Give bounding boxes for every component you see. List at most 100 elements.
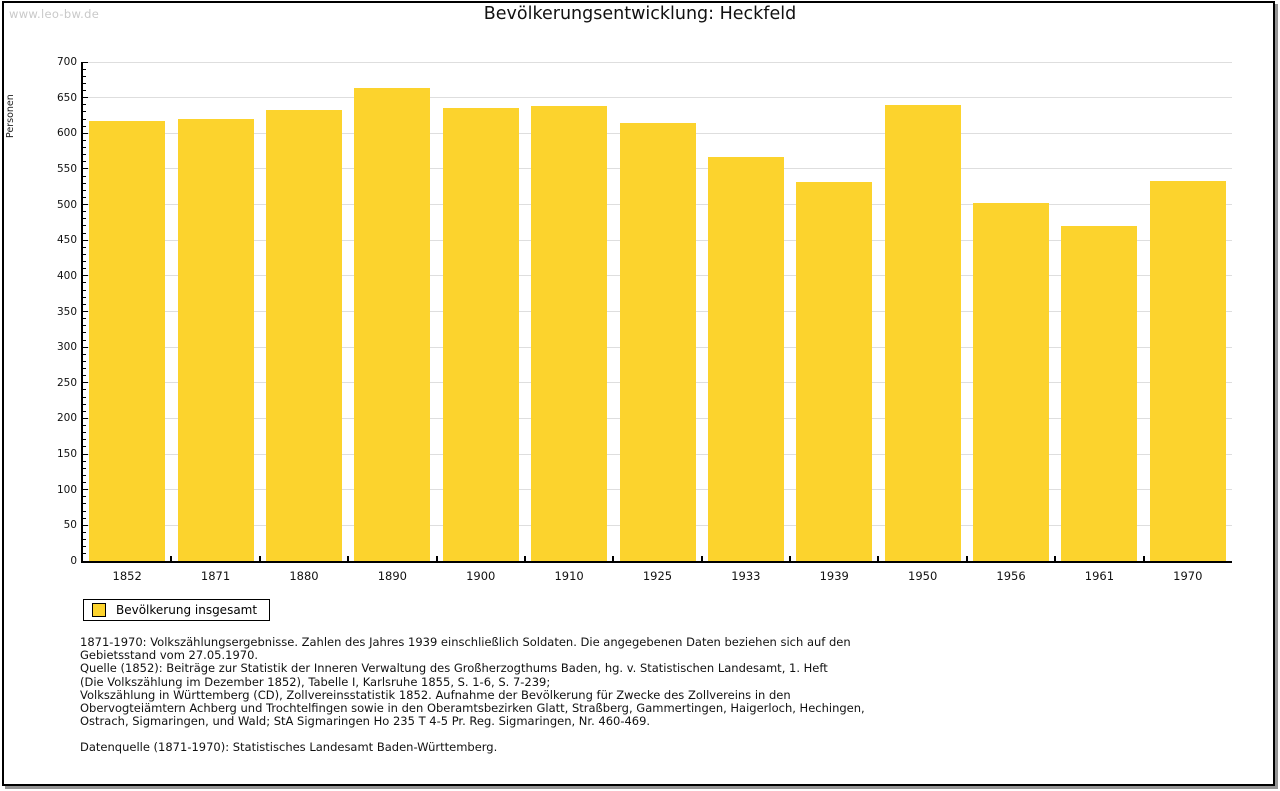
y-minor-tick-230 [83,396,86,398]
y-minor-tick-220 [83,403,86,405]
y-minor-tick-190 [83,425,86,427]
y-major-tick-50 [83,524,88,526]
footnotes: 1871-1970: Volkszählungsergebnisse. Zahl… [80,635,1220,755]
y-minor-tick-360 [83,303,86,305]
y-minor-tick-590 [83,139,86,141]
footnote-line-5: Volkszählung in Württemberg (CD), Zollve… [80,687,791,702]
y-minor-tick-530 [83,182,86,184]
y-major-tick-700 [83,61,88,63]
footnote-line-2: Gebietsstand vom 27.05.1970. [80,648,259,663]
y-minor-tick-30 [83,539,86,541]
bar-1890 [354,87,431,561]
y-tick-label-350: 350 [56,305,77,318]
y-major-tick-150 [83,453,88,455]
y-major-tick-350 [83,311,88,312]
y-tick-label-250: 250 [56,376,77,389]
x-boundary-tick-3 [347,556,350,561]
y-minor-tick-80 [83,503,86,505]
watermark: www.leo-bw.de [9,7,100,21]
footnote-line-3: Quelle (1852): Beiträge zur Statistik de… [80,661,828,676]
y-tick-label-650: 650 [56,91,77,104]
bar-1910 [531,106,608,561]
x-boundary-tick-9 [877,556,880,561]
bar-1871 [177,119,254,561]
y-minor-tick-630 [83,111,86,113]
x-boundary-tick-12 [1142,556,1145,561]
y-minor-tick-170 [83,439,86,441]
x-boundary-tick-5 [523,556,526,561]
bar-1950 [884,105,961,561]
y-minor-tick-40 [83,531,86,533]
x-boundary-tick-8 [789,556,792,561]
y-minor-tick-470 [83,225,86,227]
bar-1961 [1061,225,1138,561]
plot-area: 0 50 100 150 200 250 300 350 400 450 500 550 600 650 7… [57,56,1232,583]
y-minor-tick-490 [83,211,86,213]
y-tick-label-200: 200 [56,412,77,425]
y-minor-tick-580 [83,147,86,149]
y-minor-tick-140 [83,460,86,462]
footnote-line-4: (Die Volkszählung im Dezember 1852), Tab… [80,674,551,689]
y-minor-tick-640 [83,104,86,106]
legend: Bevölkerung insgesamt [83,599,271,621]
y-minor-tick-240 [83,389,86,391]
y-minor-tick-680 [83,75,86,77]
bar-1900 [442,108,519,561]
x-tick-label-1950: 1950 [908,569,938,583]
y-tick-label-400: 400 [56,269,77,282]
y-minor-tick-480 [83,218,86,220]
x-tick-label-1970: 1970 [1173,569,1203,583]
y-tick-label-700: 700 [56,56,77,68]
datasource-line: Datenquelle (1871-1970): Statistisches L… [80,740,498,755]
y-minor-tick-70 [83,510,86,512]
x-tick-label-1880: 1880 [289,569,319,583]
y-minor-tick-410 [83,268,86,270]
y-minor-tick-570 [83,154,86,156]
y-axis-label: Personen [5,94,16,138]
y-tick-label-150: 150 [56,448,77,461]
x-boundary-tick-7 [700,556,703,561]
legend-swatch-icon [92,603,106,617]
y-minor-tick-260 [83,375,86,377]
y-tick-label-550: 550 [56,162,77,175]
x-boundary-tick-10 [965,556,968,561]
bar-1970 [1149,181,1226,561]
y-minor-tick-280 [83,360,86,362]
y-minor-tick-110 [83,482,86,484]
y-minor-tick-120 [83,474,86,476]
y-minor-tick-460 [83,232,86,234]
footnote-line-1: 1871-1970: Volkszählungsergebnisse. Zahl… [80,635,851,649]
y-minor-tick-440 [83,246,86,248]
y-minor-tick-60 [83,517,86,519]
x-boundary-tick-11 [1054,556,1057,561]
x-tick-label-1925: 1925 [642,569,673,583]
y-minor-tick-540 [83,175,86,177]
x-tick-label-1939: 1939 [819,569,849,583]
y-minor-tick-210 [83,410,86,412]
y-minor-tick-370 [83,296,86,298]
x-tick-label-1956: 1956 [996,569,1026,583]
y-minor-tick-160 [83,446,86,448]
y-tick-label-50: 50 [63,519,77,532]
y-minor-tick-320 [83,332,86,334]
y-minor-tick-310 [83,339,86,341]
x-boundary-tick-6 [612,556,615,561]
y-minor-tick-340 [83,318,86,320]
y-major-tick-250 [83,382,88,384]
y-minor-tick-670 [83,82,86,84]
bar-1939 [796,182,873,561]
y-minor-tick-560 [83,161,86,163]
y-minor-tick-330 [83,325,86,327]
y-major-tick-100 [83,489,88,491]
footnote-line-7: Ostrach, Sigmaringen, und Wald; StA Sigm… [80,714,651,729]
bar-1880 [265,109,342,561]
footnote-line-6: Obervogteiämtern Achberg und Trochtelfin… [80,701,865,716]
y-major-tick-0 [83,560,88,562]
gridline-650 [83,97,1232,99]
bar-1925 [619,123,696,561]
x-tick-label-1961: 1961 [1084,569,1115,583]
y-tick-label-500: 500 [56,198,77,211]
x-boundary-tick-1 [170,556,173,561]
y-minor-tick-130 [83,467,86,469]
bar-1956 [973,203,1050,561]
